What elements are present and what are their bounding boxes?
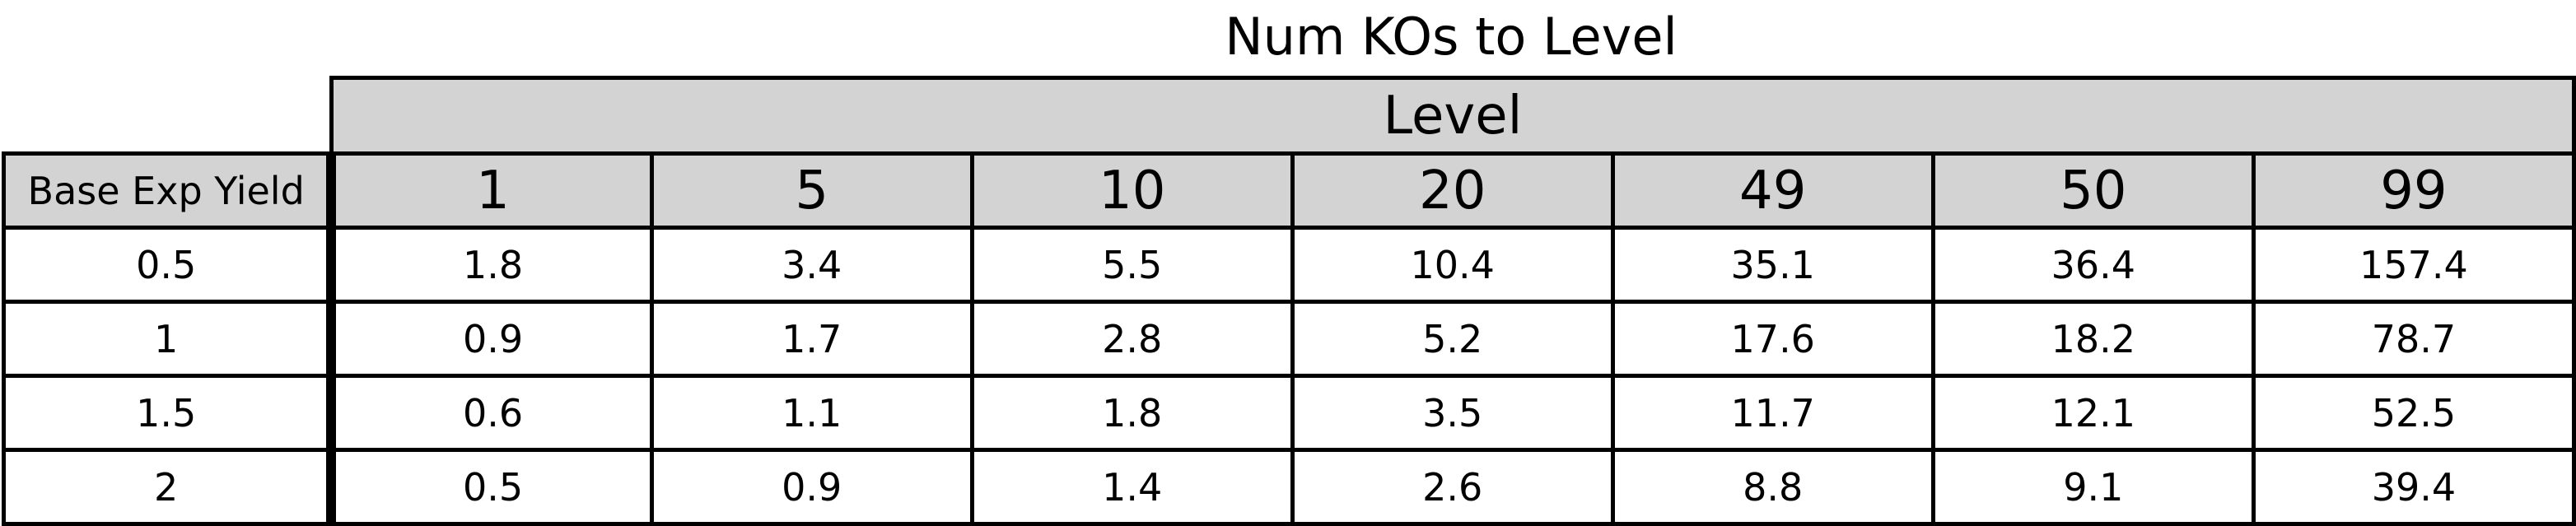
table-cell: 1.4: [969, 448, 1295, 526]
table-cell: 1.8: [329, 226, 654, 304]
table-cell: 10.4: [1290, 226, 1615, 304]
ko-table: Level Base Exp Yield 1 5 10 20 49 50 99 0.5 1.8 3.4…: [2, 76, 2576, 526]
table-cell: 1.7: [649, 300, 974, 378]
row-label-yield-0.5: 0.5: [2, 226, 337, 304]
column-header-level-50: 50: [1930, 151, 2256, 230]
blank-corner: [3, 77, 334, 154]
column-header-level-20: 20: [1290, 151, 1615, 230]
table-row: 0.5 1.8 3.4 5.5 10.4 35.1 36.4 157.4: [2, 226, 2576, 304]
table-body: Level Base Exp Yield 1 5 10 20 49 50 99 0.5 1.8 3.4…: [2, 76, 2576, 526]
table-cell: 11.7: [1610, 374, 1935, 452]
table-row: 1 0.9 1.7 2.8 5.2 17.6 18.2 78.7: [2, 300, 2576, 378]
table-cell: 2.8: [969, 300, 1295, 378]
table-cell: 0.6: [329, 374, 654, 452]
table-cell: 9.1: [1930, 448, 2256, 526]
table-cell: 17.6: [1610, 300, 1935, 378]
column-header-level-49: 49: [1610, 151, 1935, 230]
table-cell: 1.8: [969, 374, 1295, 452]
table-title: Num KOs to Level: [1225, 6, 1678, 67]
table-cell: 0.9: [649, 448, 974, 526]
table-cell: 5.2: [1290, 300, 1615, 378]
level-header-row: Level: [3, 76, 2576, 156]
table-cell: 78.7: [2251, 300, 2576, 378]
table-cell: 52.5: [2251, 374, 2576, 452]
table-cell: 8.8: [1610, 448, 1935, 526]
row-header-label: Base Exp Yield: [2, 151, 337, 230]
table-cell: 2.6: [1290, 448, 1615, 526]
table-cell: 157.4: [2251, 226, 2576, 304]
table-cell: 0.9: [329, 300, 654, 378]
row-label-yield-2: 2: [2, 448, 337, 526]
table-cell: 36.4: [1930, 226, 2256, 304]
column-header-level-10: 10: [969, 151, 1295, 230]
table-row: 2 0.5 0.9 1.4 2.6 8.8 9.1 39.4: [2, 448, 2576, 526]
column-header-row: Base Exp Yield 1 5 10 20 49 50 99: [2, 151, 2576, 230]
table-cell: 35.1: [1610, 226, 1935, 304]
table-row: 1.5 0.6 1.1 1.8 3.5 11.7 12.1 52.5: [2, 374, 2576, 452]
table-cell: 5.5: [969, 226, 1295, 304]
table-cell: 0.5: [329, 448, 654, 526]
column-header-level-99: 99: [2251, 151, 2576, 230]
table-cell: 12.1: [1930, 374, 2256, 452]
table-cell: 18.2: [1930, 300, 2256, 378]
table-cell: 1.1: [649, 374, 974, 452]
row-label-yield-1: 1: [2, 300, 337, 378]
table-cell: 3.5: [1290, 374, 1615, 452]
column-header-level-5: 5: [649, 151, 974, 230]
table-cell: 39.4: [2251, 448, 2576, 526]
table-cell: 3.4: [649, 226, 974, 304]
column-header-level-1: 1: [329, 151, 654, 230]
row-label-yield-1.5: 1.5: [2, 374, 337, 452]
level-group-header: Level: [329, 76, 2576, 156]
